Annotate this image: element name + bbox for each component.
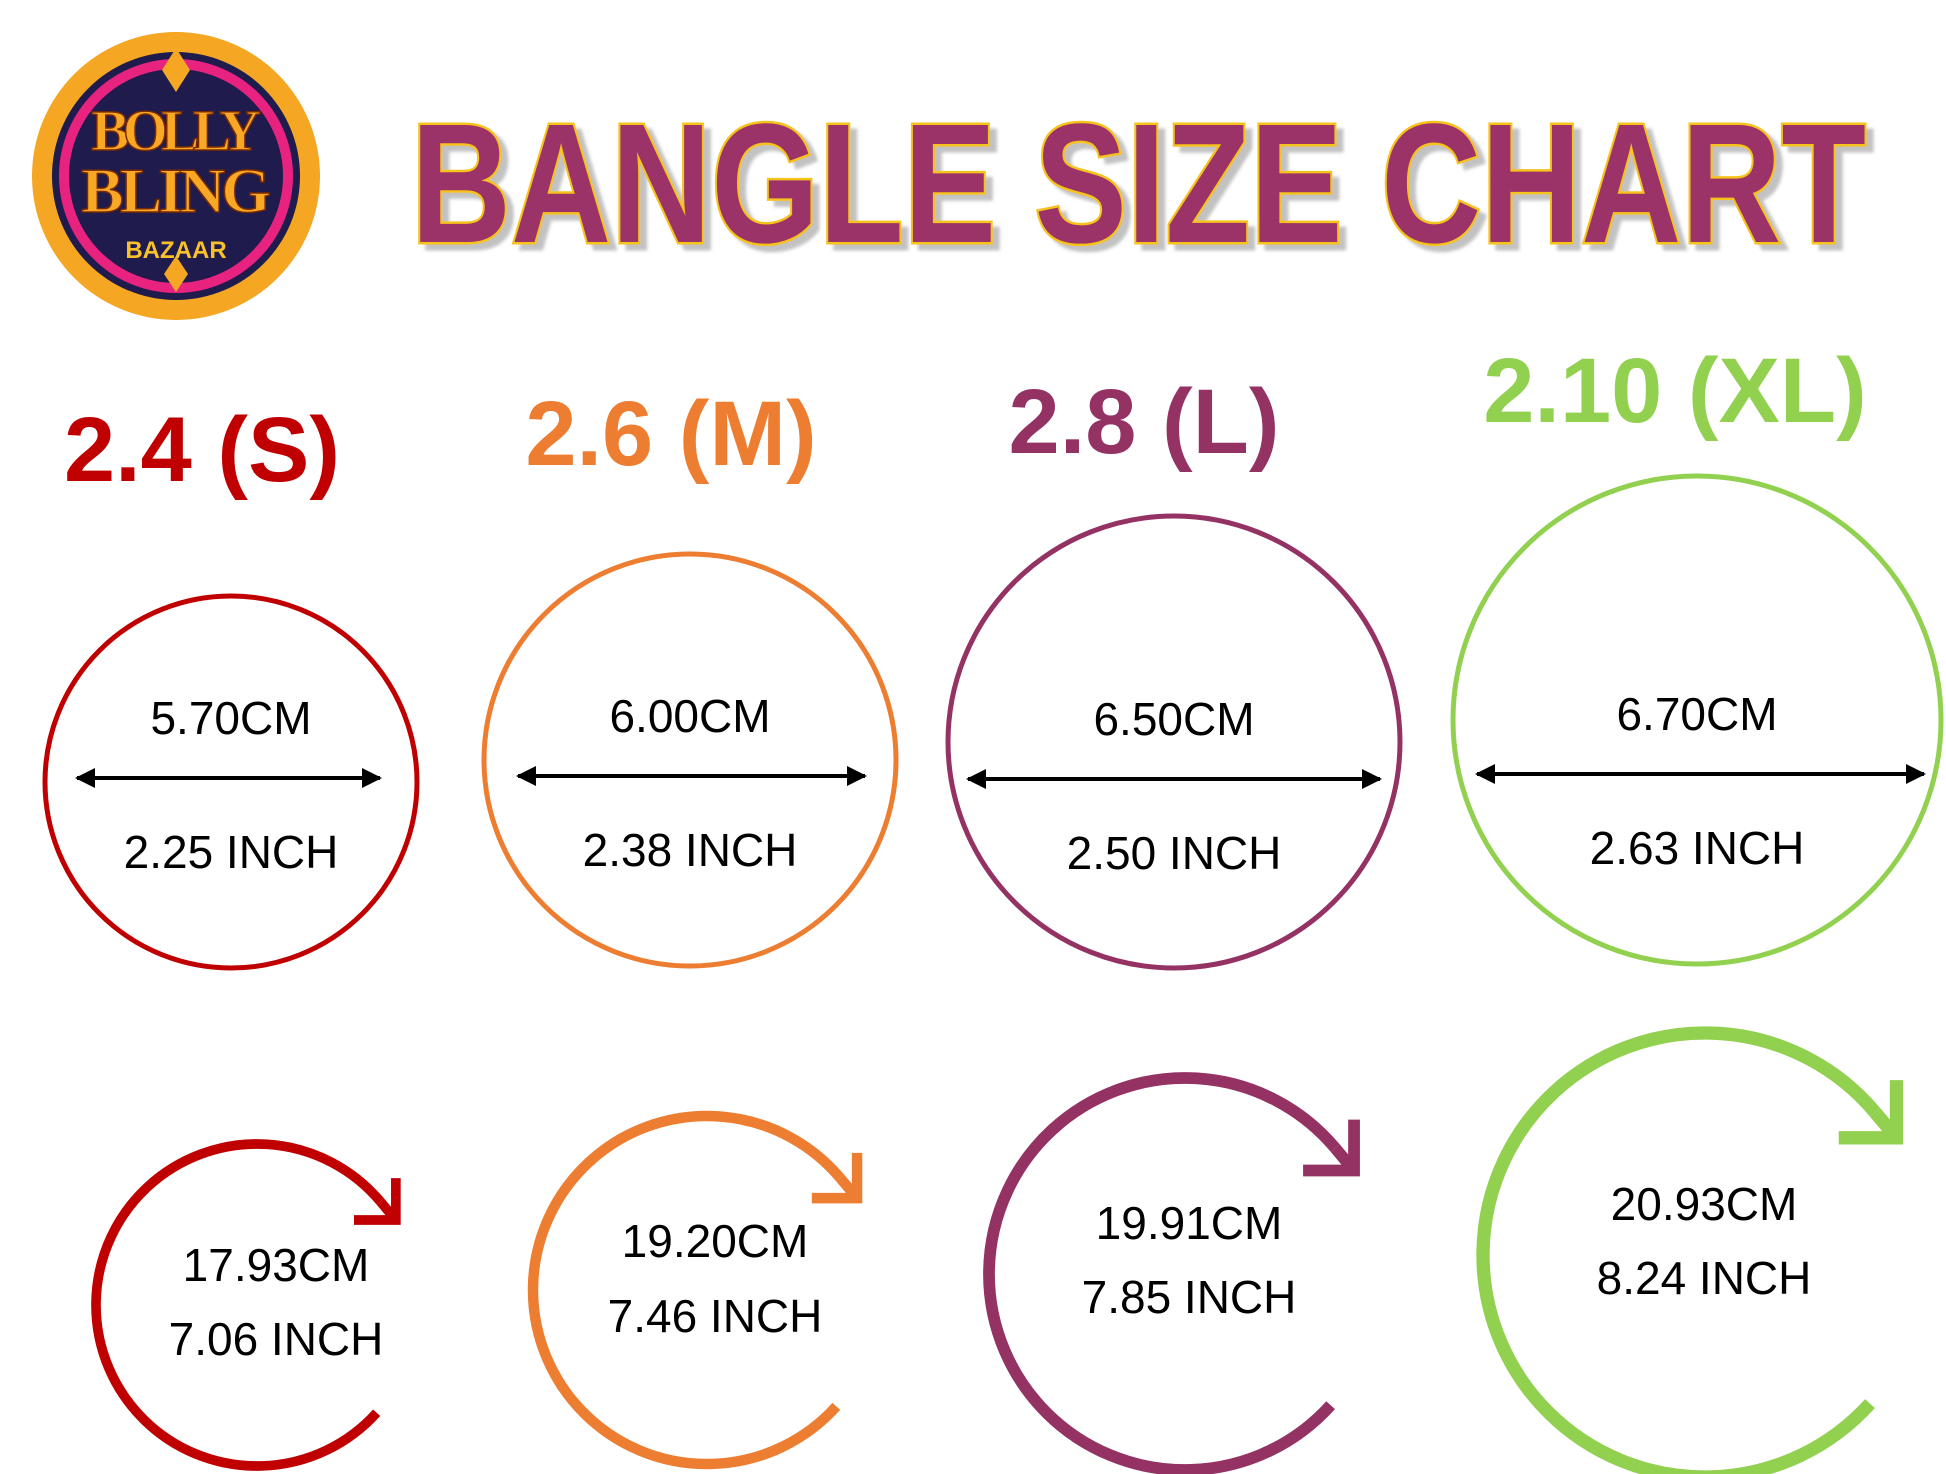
size-label: 2.6 (M) bbox=[525, 383, 816, 485]
circumference-arc bbox=[527, 1110, 845, 1470]
diameter-cm: 6.00CM bbox=[609, 690, 770, 742]
circumference-arc bbox=[1476, 1026, 1881, 1474]
circumference-arrowhead-icon bbox=[353, 1178, 401, 1225]
size-group-2: 2.8 (L) 6.50CM 2.50 INCH 19.91CM 7.85 INCH bbox=[945, 371, 1403, 1474]
circumference-cm: 19.20CM bbox=[622, 1215, 809, 1267]
circumference-cm: 19.91CM bbox=[1096, 1197, 1283, 1249]
diameter-inch: 2.25 INCH bbox=[124, 826, 339, 878]
circumference-inch: 7.46 INCH bbox=[608, 1290, 823, 1342]
circumference-arrowhead-icon bbox=[1303, 1119, 1360, 1177]
circumference-arc bbox=[91, 1139, 385, 1471]
circumference-inch: 7.06 INCH bbox=[169, 1313, 384, 1365]
diameter-circle bbox=[42, 593, 420, 971]
size-group-0: 2.4 (S) 5.70CM 2.25 INCH 17.93CM 7.06 INCH bbox=[42, 399, 420, 1471]
diameter-inch: 2.38 INCH bbox=[583, 824, 798, 876]
circumference-arrowhead-icon bbox=[1838, 1080, 1904, 1145]
logo-diamond-top bbox=[162, 48, 190, 92]
logo-text-bolly: BOLLY bbox=[91, 98, 261, 163]
diameter-cm: 6.50CM bbox=[1093, 693, 1254, 745]
diameter-inch: 2.50 INCH bbox=[1067, 827, 1282, 879]
size-group-1: 2.6 (M) 6.00CM 2.38 INCH 19.20CM 7.46 INCH bbox=[481, 383, 899, 1470]
diameter-inch: 2.63 INCH bbox=[1590, 822, 1805, 874]
size-group-3: 2.10 (XL) 6.70CM 2.63 INCH 20.93CM 8.24 INCH bbox=[1450, 340, 1944, 1474]
circumference-inch: 8.24 INCH bbox=[1597, 1252, 1812, 1304]
circumference-cm: 20.93CM bbox=[1611, 1178, 1798, 1230]
diameter-circle bbox=[945, 513, 1403, 971]
size-label: 2.8 (L) bbox=[1009, 371, 1280, 473]
logo-diamond-bottom bbox=[164, 256, 188, 292]
page-title: BANGLE SIZE CHART bbox=[411, 89, 1866, 279]
circumference-arrowhead-icon bbox=[811, 1152, 863, 1204]
logo-text-bling: BLING bbox=[81, 155, 271, 226]
logo-background bbox=[52, 52, 300, 300]
diameter-cm: 5.70CM bbox=[150, 692, 311, 744]
circumference-arc bbox=[983, 1072, 1340, 1474]
diameter-cm: 6.70CM bbox=[1616, 688, 1777, 740]
circumference-inch: 7.85 INCH bbox=[1082, 1271, 1297, 1323]
brand-logo: BOLLY BLING BAZAAR bbox=[32, 32, 320, 320]
size-label: 2.4 (S) bbox=[64, 399, 340, 501]
logo-text-bazaar: BAZAAR bbox=[125, 237, 226, 264]
circumference-cm: 17.93CM bbox=[183, 1239, 370, 1291]
diameter-circle bbox=[1450, 473, 1944, 967]
diameter-circle bbox=[481, 551, 899, 969]
size-label: 2.10 (XL) bbox=[1483, 340, 1866, 442]
